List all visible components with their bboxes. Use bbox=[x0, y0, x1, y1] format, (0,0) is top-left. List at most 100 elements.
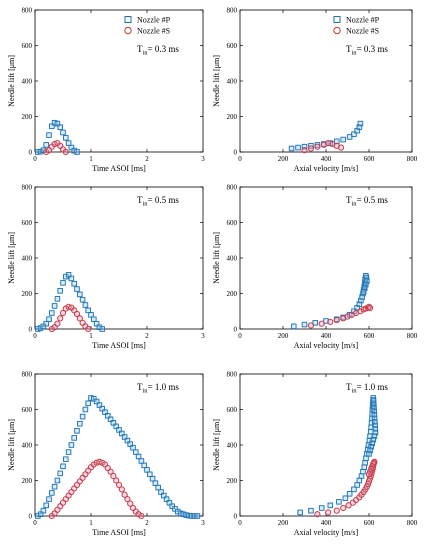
data-point-spread bbox=[62, 134, 69, 141]
y-tick-label: 0 bbox=[234, 326, 238, 334]
data-point-spread bbox=[335, 498, 343, 505]
y-axis-label: Needle lift [μm] bbox=[7, 55, 16, 107]
data-point bbox=[366, 451, 372, 457]
data-point bbox=[161, 492, 167, 499]
injection-time-annotation: Tin= 0.3 ms bbox=[346, 44, 388, 57]
data-point bbox=[77, 420, 83, 427]
data-point bbox=[99, 326, 105, 332]
data-point-spread bbox=[362, 486, 369, 493]
data-point-spread bbox=[121, 491, 128, 498]
data-point-spread bbox=[110, 472, 117, 480]
data-point bbox=[191, 513, 198, 519]
series-nozzle-p bbox=[297, 394, 379, 516]
panel-2: 0 200 400 600 800 0 200 400 600 800 Axial velocity… bbox=[212, 7, 418, 174]
data-point bbox=[365, 471, 373, 478]
x-tick-label: 0 bbox=[238, 155, 242, 163]
legend: Nozzle #P Nozzle #S bbox=[124, 16, 171, 36]
data-point bbox=[54, 477, 61, 484]
data-point bbox=[369, 403, 376, 409]
data-point bbox=[186, 512, 192, 519]
data-point bbox=[130, 444, 136, 451]
plot-frame bbox=[239, 186, 413, 330]
data-point-spread bbox=[59, 309, 67, 317]
data-point-spread bbox=[318, 320, 325, 327]
data-point bbox=[107, 468, 114, 475]
data-point bbox=[371, 412, 378, 418]
data-point-spread bbox=[314, 141, 321, 149]
data-point bbox=[345, 502, 352, 509]
y-tick-label: 800 bbox=[22, 371, 33, 379]
y-tick-label: 200 bbox=[227, 477, 238, 485]
x-tick-label: 3 bbox=[201, 519, 205, 527]
x-tick-label: 0 bbox=[238, 332, 242, 340]
data-point-spread bbox=[357, 308, 364, 315]
data-point bbox=[152, 480, 159, 486]
data-point-spread bbox=[365, 471, 373, 478]
plot-frame bbox=[34, 9, 204, 153]
data-point bbox=[370, 401, 377, 407]
data-point-spread bbox=[65, 448, 72, 456]
data-point bbox=[363, 281, 369, 288]
data-point-spread bbox=[99, 459, 106, 466]
data-point bbox=[318, 505, 325, 511]
data-point-spread bbox=[135, 453, 142, 460]
data-point bbox=[369, 463, 376, 470]
data-point-spread bbox=[73, 285, 81, 293]
data-point bbox=[60, 463, 66, 470]
data-point-spread bbox=[82, 406, 89, 413]
data-point bbox=[364, 278, 370, 284]
y-tick-label: 800 bbox=[22, 184, 33, 192]
injection-time-annotation: Tin= 1.0 ms bbox=[346, 382, 388, 395]
x-tick-label: 1 bbox=[89, 519, 93, 527]
data-point bbox=[46, 316, 52, 322]
data-point bbox=[372, 419, 378, 425]
data-point-spread bbox=[358, 472, 365, 480]
data-point bbox=[363, 273, 369, 279]
data-point bbox=[360, 288, 367, 295]
data-point-spread bbox=[51, 483, 58, 490]
data-point-spread bbox=[288, 145, 295, 152]
data-point bbox=[46, 132, 52, 138]
data-point bbox=[301, 147, 308, 154]
data-point-spread bbox=[333, 507, 340, 514]
data-point-spread bbox=[294, 144, 302, 151]
data-point bbox=[370, 397, 377, 404]
data-point-spread bbox=[307, 322, 315, 329]
series-nozzle-s bbox=[314, 458, 378, 518]
x-tick-label: 0 bbox=[238, 519, 242, 527]
data-point-spread bbox=[350, 486, 358, 493]
data-point bbox=[367, 447, 373, 454]
data-point bbox=[57, 288, 63, 294]
data-point bbox=[307, 145, 315, 152]
data-point-spread bbox=[132, 508, 139, 515]
data-point bbox=[365, 478, 373, 485]
data-point bbox=[85, 400, 91, 407]
x-tick-label: 600 bbox=[364, 332, 375, 340]
series-nozzle-s bbox=[48, 303, 92, 333]
legend-marker-circle bbox=[124, 26, 132, 35]
data-point bbox=[124, 496, 131, 503]
data-point bbox=[49, 310, 55, 316]
y-tick-label: 800 bbox=[227, 371, 238, 379]
data-point-spread bbox=[327, 502, 334, 509]
legend: Nozzle #P Nozzle #S bbox=[333, 16, 380, 36]
y-tick-label: 200 bbox=[227, 113, 238, 121]
data-point-spread bbox=[79, 296, 86, 303]
data-point-spread bbox=[34, 512, 41, 520]
data-point bbox=[337, 144, 345, 151]
data-point bbox=[96, 458, 103, 465]
data-point bbox=[63, 135, 69, 141]
data-point-spread bbox=[349, 499, 357, 506]
data-point bbox=[314, 143, 321, 150]
data-point-spread bbox=[37, 148, 44, 155]
data-point-spread bbox=[59, 279, 67, 287]
data-point bbox=[334, 138, 340, 145]
data-point-spread bbox=[360, 288, 367, 295]
data-point bbox=[364, 304, 371, 311]
data-point bbox=[121, 434, 128, 440]
data-point-spread bbox=[43, 502, 50, 509]
data-point-spread bbox=[59, 146, 67, 153]
data-point bbox=[107, 416, 114, 423]
x-tick-label: 400 bbox=[321, 332, 332, 340]
